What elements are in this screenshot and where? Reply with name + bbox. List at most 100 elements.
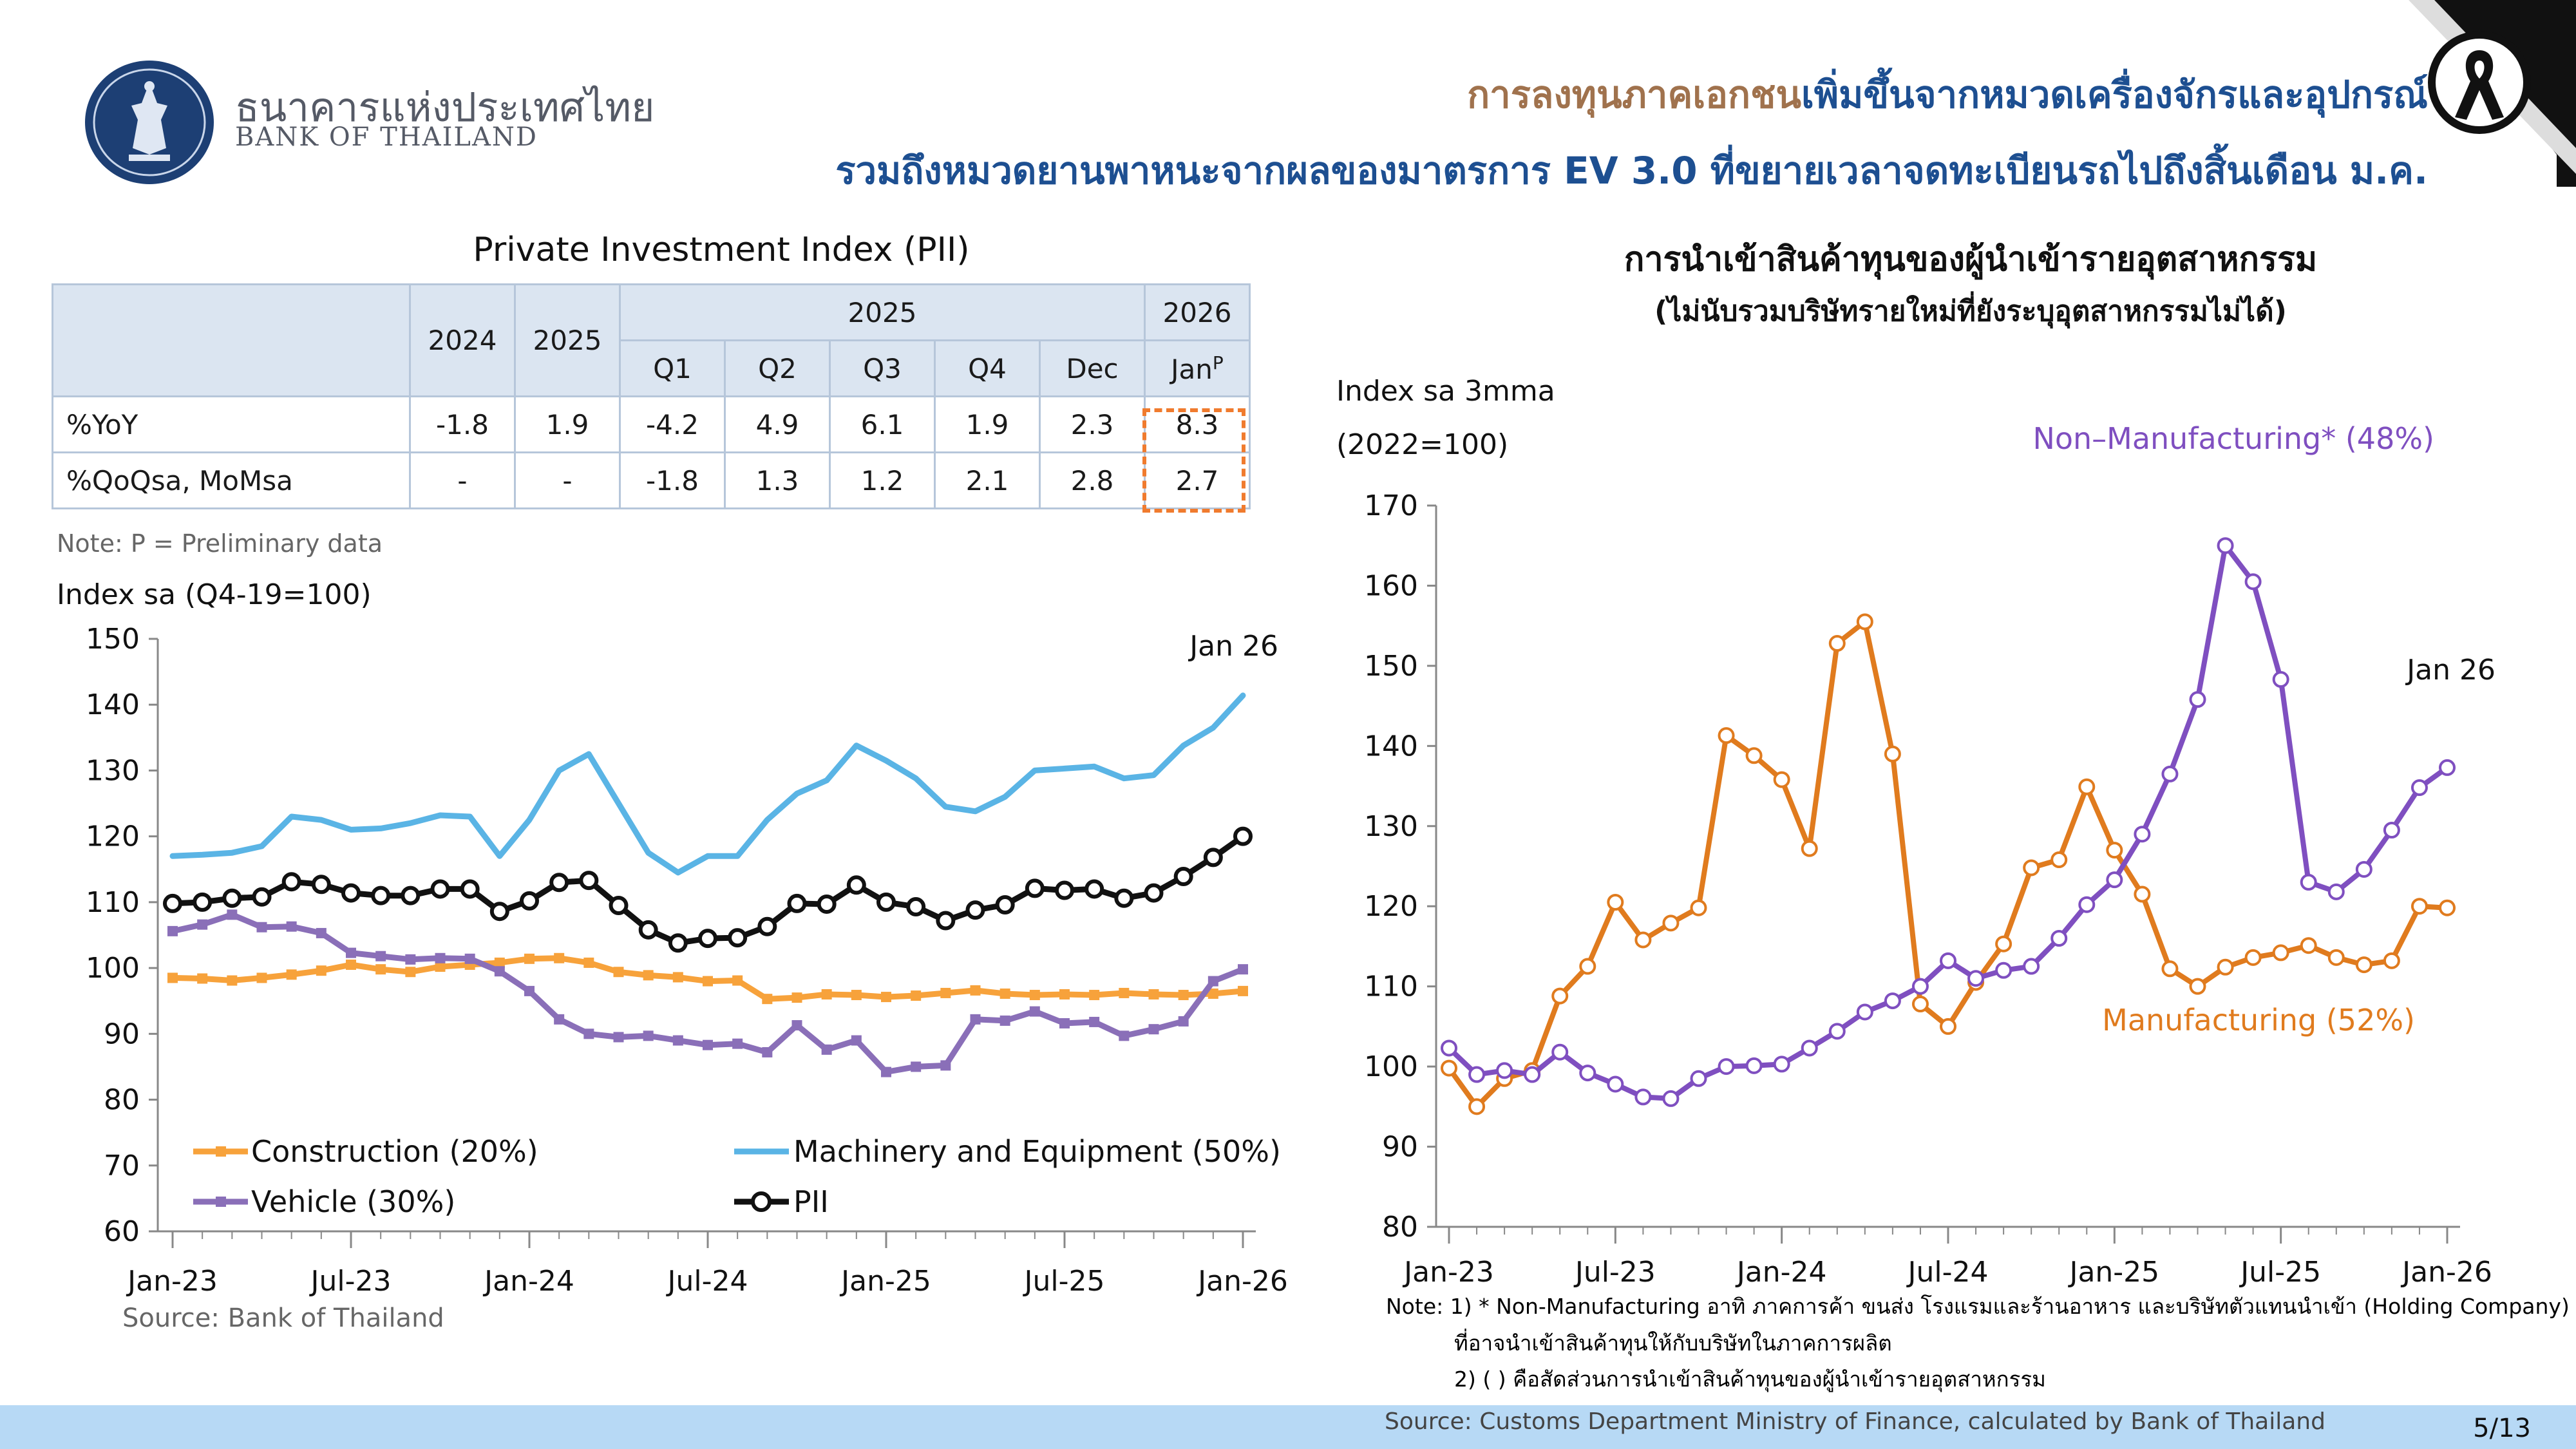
left-chart-construction-point (851, 990, 862, 1001)
left-chart-vehicle-point (732, 1038, 743, 1049)
left-chart-pii-point (728, 928, 748, 948)
left-chart-x-tick-label: Jul-23 (309, 1265, 392, 1298)
right-chart-manufacturing-point (2189, 978, 2206, 995)
left-chart-vehicle-point (643, 1030, 654, 1041)
left-chart-y-tick-label: 130 (86, 754, 140, 787)
right-chart-ylabel-1: Index sa 3mma (1336, 375, 1555, 408)
right-chart-non-manufacturing-point (2161, 765, 2179, 782)
left-chart-vehicle-point (494, 966, 505, 977)
right-chart-non-manufacturing-point (2134, 826, 2151, 843)
right-chart-non-manufacturing-point (1690, 1070, 1707, 1087)
table-cell: -1.8 (409, 395, 516, 453)
left-chart-construction-point (940, 987, 951, 998)
right-chart-non-manufacturing-point (1828, 1023, 1846, 1040)
left-chart-construction-point (435, 961, 446, 972)
right-chart-manufacturing-point (1718, 727, 1735, 744)
left-chart-y-tick-label: 60 (104, 1215, 140, 1248)
left-chart-pii-point (787, 893, 807, 913)
left-chart-pii-point (163, 893, 182, 913)
left-chart-construction-point (732, 975, 743, 986)
series-label-manufacturing: Manufacturing (52%) (2102, 1003, 2415, 1037)
table-cell: 6.1 (829, 395, 936, 453)
legend-marker-vehicle (216, 1197, 226, 1207)
left-chart-vehicle-point (346, 947, 356, 958)
left-chart-vehicle-point (672, 1035, 683, 1046)
left-chart-x-tick-label: Jul-25 (1023, 1265, 1105, 1298)
left-chart-vehicle-point (791, 1020, 802, 1031)
right-chart-manufacturing-point (2272, 944, 2289, 961)
right-chart-manufacturing-point (1579, 958, 1596, 975)
legend-label-pii: PII (793, 1184, 829, 1219)
left-chart-pii-point (936, 911, 956, 931)
row-label: %YoY (52, 395, 411, 453)
left-chart-construction-point (762, 994, 773, 1005)
left-chart-vehicle-point (881, 1066, 891, 1077)
left-chart-construction-point (346, 960, 356, 970)
slide-title-line-2: รวมถึงหมวดยานพาหนะจากผลของมาตรการ EV 3.0… (835, 149, 2428, 193)
left-chart-pii-line (169, 833, 1246, 946)
left-chart-vehicle-point (286, 921, 297, 932)
left-chart-x-tick-label: Jan-23 (126, 1265, 218, 1298)
left-chart-pii-point (460, 879, 480, 899)
right-chart-manufacturing-point (1468, 1098, 1486, 1115)
col-q1: Q1 (619, 339, 726, 397)
left-chart-vehicle-point (256, 922, 267, 933)
right-chart-non-manufacturing-point (2272, 671, 2289, 688)
right-chart-series (1441, 537, 2456, 1115)
left-chart-pii-point (906, 897, 926, 917)
left-chart-pii-point (1055, 880, 1074, 900)
left-chart-pii-point (1203, 848, 1223, 867)
left-chart-x-tick-label: Jan-26 (1196, 1265, 1288, 1298)
left-chart-pii-point (995, 895, 1015, 914)
left-chart-vehicle-point (1148, 1024, 1159, 1035)
left-chart-vehicle-point (197, 919, 208, 930)
right-chart-non-manufacturing-point (2106, 871, 2123, 889)
table-row-yoy: %YoY -1.8 1.9 -4.2 4.9 6.1 1.9 2.3 8.3 (52, 395, 1251, 453)
right-chart-non-manufacturing-point (1801, 1039, 1818, 1057)
right-chart-x-tick-label: Jul-24 (1906, 1256, 1989, 1289)
left-chart-vehicle-point (554, 1014, 565, 1025)
left-chart-construction-point (316, 965, 327, 976)
left-chart-vehicle-point (911, 1061, 922, 1072)
left-chart-construction-point (1029, 990, 1040, 1001)
right-chart-non-manufacturing-point (1745, 1057, 1763, 1074)
left-chart-construction-point (167, 972, 178, 983)
left-chart-pii-point (579, 871, 599, 891)
left-chart-y-tick-label: 70 (104, 1150, 140, 1182)
row-label: %QoQsa, MoMsa (52, 451, 411, 509)
left-chart-construction-point (1119, 987, 1130, 998)
right-chart-non-manufacturing-point (1607, 1075, 1624, 1093)
right-chart-y-tick-label: 170 (1364, 489, 1418, 522)
right-chart-non-manufacturing-point (2327, 883, 2345, 900)
left-chart-x-tick-label: Jan-24 (482, 1265, 574, 1298)
table-cell: 4.9 (724, 395, 831, 453)
table-title: Private Investment Index (PII) (473, 231, 970, 269)
right-chart-manufacturing-point (2355, 956, 2372, 974)
right-chart-non-manufacturing-point (2217, 537, 2234, 554)
right-chart-x-tick-label: Jul-25 (2239, 1256, 2321, 1289)
table-cell: 2.8 (1039, 451, 1146, 509)
table-cell: 1.9 (514, 395, 621, 453)
table-header-blank (52, 283, 411, 397)
right-chart-ylabel-2: (2022=100) (1336, 428, 1508, 461)
left-chart-construction-point (1238, 985, 1248, 996)
right-chart-non-manufacturing-point (1634, 1088, 1652, 1106)
right-chart-non-manufacturing-point (2189, 691, 2206, 708)
left-chart-pii-point (489, 902, 509, 922)
left-chart-construction-point (791, 992, 802, 1003)
left-chart-pii-point (1025, 878, 1045, 898)
right-chart-non-manufacturing-point (2355, 860, 2372, 878)
right-chart-non-manufacturing-point (1884, 992, 1901, 1010)
right-chart-manufacturing-point (2244, 949, 2262, 966)
left-chart-pii-point (193, 892, 213, 912)
left-chart-y-tick-label: 150 (86, 623, 140, 656)
right-chart-non-manufacturing-point (1496, 1062, 1513, 1079)
right-chart-note-2: ที่อาจนำเข้าสินค้าทุนให้กับบริษัทในภาคกา… (1454, 1329, 1892, 1356)
table-cell: - (514, 451, 621, 509)
preliminary-mark: P (1212, 352, 1224, 374)
left-chart-vehicle-point (940, 1060, 951, 1071)
right-chart-manufacturing-point (1940, 1018, 1956, 1035)
right-chart-non-manufacturing-point (1718, 1058, 1735, 1075)
left-chart-pii-point (311, 875, 331, 895)
right-chart-manufacturing-point (2439, 899, 2456, 916)
